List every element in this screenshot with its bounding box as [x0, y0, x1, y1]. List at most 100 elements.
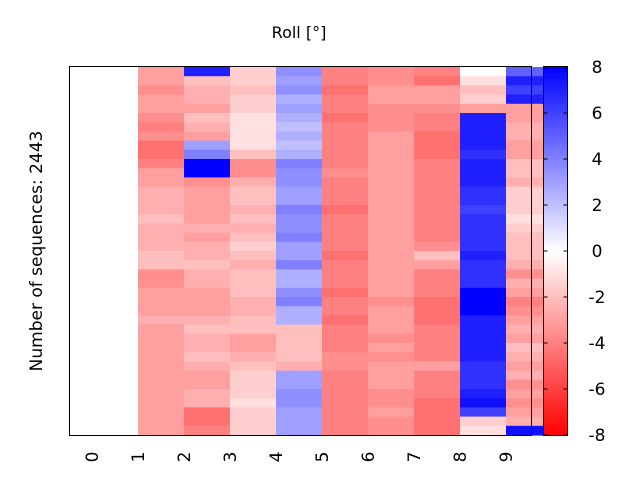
heatmap-cell — [322, 407, 368, 418]
heatmap-cell — [184, 94, 230, 105]
heatmap-cell — [414, 241, 460, 252]
heatmap-cell — [414, 140, 460, 151]
heatmap-cell — [414, 287, 460, 298]
heatmap-cell — [460, 214, 506, 224]
heatmap-cell — [322, 324, 368, 335]
heatmap-cell — [92, 315, 138, 326]
heatmap-cell — [506, 67, 552, 77]
heatmap-cell — [322, 343, 368, 353]
heatmap-cell — [276, 67, 322, 77]
heatmap-cell — [276, 306, 322, 316]
heatmap-cell — [506, 370, 552, 381]
heatmap-cell — [460, 223, 506, 234]
heatmap-cell — [322, 416, 368, 427]
heatmap-cell — [138, 251, 184, 261]
heatmap-cell — [138, 416, 184, 427]
heatmap-cell — [368, 168, 414, 178]
colorbar-tick-label: 2 — [592, 196, 603, 216]
heatmap-cell — [276, 168, 322, 178]
heatmap-cell — [322, 67, 368, 77]
heatmap-cell — [414, 324, 460, 335]
heatmap-cell — [460, 67, 506, 77]
heatmap-cell — [138, 361, 184, 372]
heatmap-cell — [506, 113, 552, 123]
heatmap-cell — [92, 195, 138, 206]
heatmap-cell — [92, 232, 138, 243]
heatmap-cell — [138, 103, 184, 114]
heatmap-cell — [460, 343, 506, 353]
heatmap-cell — [138, 389, 184, 399]
heatmap-cell — [368, 324, 414, 335]
heatmap-cell — [322, 186, 368, 197]
heatmap-cell — [368, 94, 414, 105]
heatmap-cell — [138, 297, 184, 307]
heatmap-cell — [460, 333, 506, 344]
heatmap-cell — [414, 407, 460, 418]
heatmap-cell — [506, 241, 552, 252]
heatmap-cell — [460, 159, 506, 169]
heatmap-cell — [414, 67, 460, 77]
heatmap-cell — [230, 140, 276, 151]
heatmap-cell — [138, 67, 184, 77]
heatmap-cell — [92, 361, 138, 372]
heatmap-cell — [368, 416, 414, 427]
heatmap-cell — [368, 67, 414, 77]
heatmap-cell — [276, 379, 322, 390]
heatmap-cell — [414, 352, 460, 362]
heatmap-cell — [230, 306, 276, 316]
heatmap-cell — [184, 76, 230, 86]
heatmap-cell — [506, 269, 552, 280]
heatmap-cell — [138, 205, 184, 215]
heatmap-cell — [460, 370, 506, 381]
heatmap-cell — [506, 407, 552, 418]
heatmap-cell — [460, 131, 506, 142]
heatmap-cell — [276, 85, 322, 96]
heatmap-cell — [368, 140, 414, 151]
heatmap-cell — [368, 195, 414, 206]
heatmap-cell — [276, 370, 322, 381]
heatmap-cell — [230, 177, 276, 188]
heatmap-cell — [368, 389, 414, 399]
heatmap-cell — [506, 223, 552, 234]
heatmap-cell — [506, 168, 552, 178]
heatmap-cell — [506, 297, 552, 307]
heatmap-cell — [506, 131, 552, 142]
heatmap-cell — [184, 425, 230, 436]
heatmap-cell — [276, 223, 322, 234]
heatmap-cell — [230, 425, 276, 436]
heatmap-cell — [506, 94, 552, 105]
heatmap-cell — [322, 168, 368, 178]
heatmap-cell — [138, 241, 184, 252]
heatmap-cell — [184, 168, 230, 178]
heatmap-cell — [276, 315, 322, 326]
heatmap-cell — [460, 425, 506, 436]
heatmap-cell — [460, 85, 506, 96]
heatmap-cell — [506, 306, 552, 316]
heatmap-cell — [414, 177, 460, 188]
heatmap-cell — [322, 425, 368, 436]
heatmap-cell — [184, 214, 230, 224]
heatmap-cell — [92, 269, 138, 280]
heatmap-cell — [138, 425, 184, 436]
heatmap-cell — [230, 297, 276, 307]
heatmap-cell — [460, 122, 506, 132]
heatmap-cell — [138, 352, 184, 362]
heatmap-cell — [506, 352, 552, 362]
heatmap-cell — [138, 315, 184, 326]
heatmap-cell — [322, 389, 368, 399]
heatmap-cell — [92, 379, 138, 390]
x-tick-label: 5 — [313, 452, 333, 463]
heatmap-cell — [138, 186, 184, 197]
heatmap-cell — [276, 343, 322, 353]
heatmap-cell — [368, 278, 414, 289]
heatmap-cell — [322, 306, 368, 316]
heatmap-cell — [92, 159, 138, 169]
heatmap-cell — [368, 103, 414, 114]
heatmap-cell — [276, 241, 322, 252]
heatmap-cell — [184, 85, 230, 96]
heatmap-cell — [368, 287, 414, 298]
heatmap-cell — [506, 140, 552, 151]
heatmap-cell — [460, 306, 506, 316]
heatmap-cell — [368, 232, 414, 243]
